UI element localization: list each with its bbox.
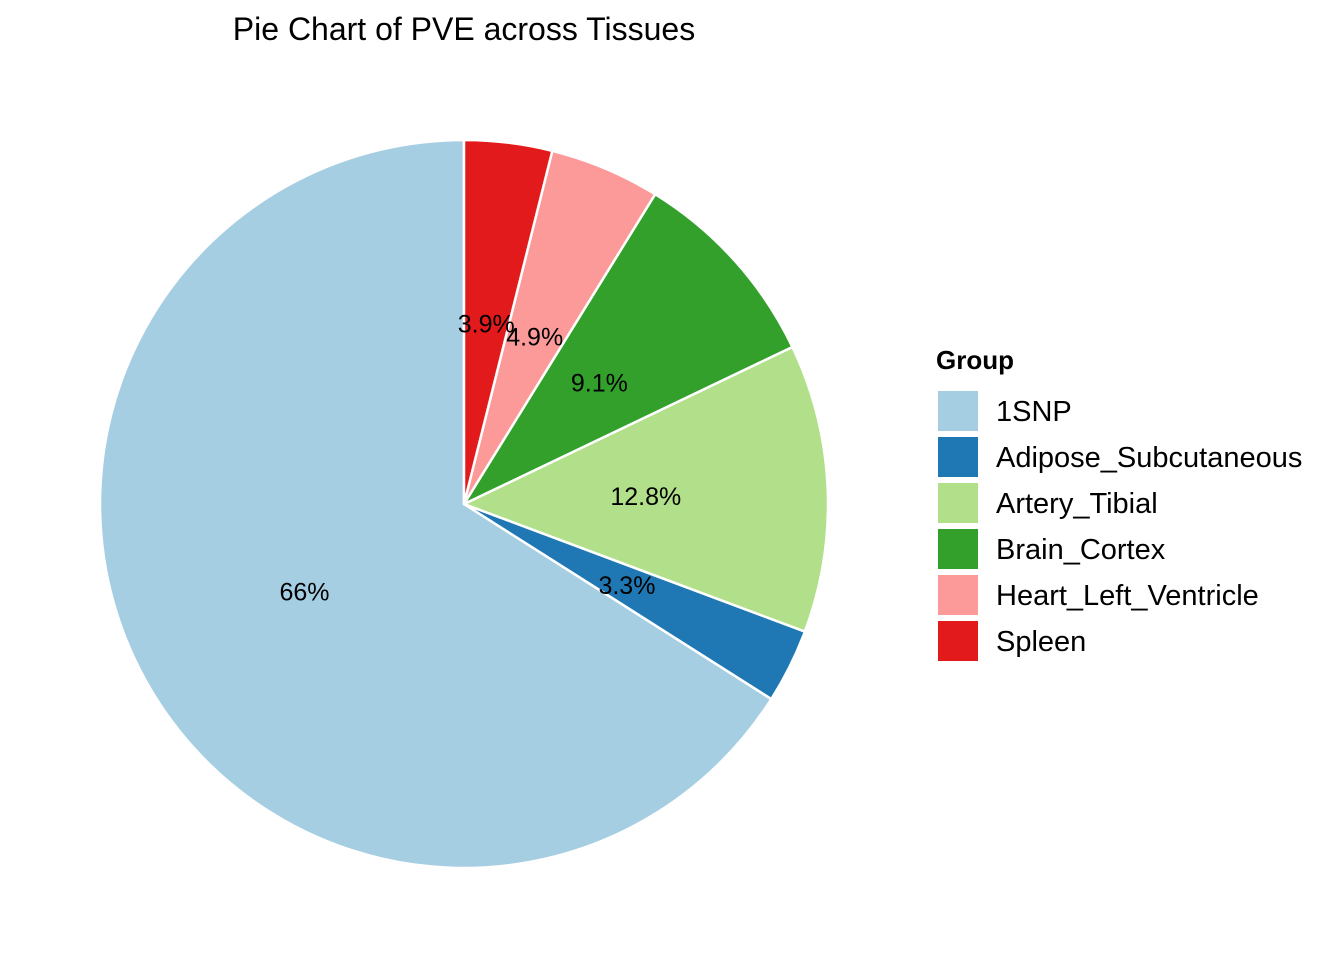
legend-key-artery-tibial (938, 483, 978, 523)
legend-title: Group (936, 345, 1014, 375)
chart-title: Pie Chart of PVE across Tissues (233, 11, 695, 47)
pie-slice-spleen (462, 138, 554, 506)
legend-label-1snp: 1SNP (996, 396, 1072, 428)
legend-label-artery-tibial: Artery_Tibial (996, 488, 1158, 520)
legend-label-spleen: Spleen (996, 626, 1086, 658)
slice-label-adipose-subcutaneous: 3.3% (598, 572, 655, 600)
slice-label-artery-tibial: 12.8% (610, 483, 681, 511)
slice-label-heart-left-ventricle: 4.9% (506, 323, 563, 351)
legend-key-spleen (938, 621, 978, 661)
legend-key-1snp (938, 391, 978, 431)
pie-slice-artery-tibial (462, 345, 830, 633)
legend: Group 1SNP Adipose_Subcutaneous Artery_Tib… (936, 345, 1302, 661)
legend-label-brain-cortex: Brain_Cortex (996, 534, 1166, 566)
pie-slice-1snp (98, 138, 773, 870)
slice-label-1snp: 66% (279, 579, 329, 607)
pie-slices (98, 138, 830, 870)
slice-label-brain-cortex: 9.1% (571, 369, 628, 397)
legend-key-heart-left-ventricle (938, 575, 978, 615)
legend-key-brain-cortex (938, 529, 978, 569)
legend-label-heart-left-ventricle: Heart_Left_Ventricle (996, 580, 1259, 612)
slice-label-spleen: 3.9% (458, 310, 515, 338)
legend-key-adipose-subcutaneous (938, 437, 978, 477)
legend-label-adipose-subcutaneous: Adipose_Subcutaneous (996, 442, 1302, 474)
pie-slice-brain-cortex (462, 192, 794, 506)
pie-slice-labels: 66% 3.3% 12.8% 9.1% 4.9%3.9% (279, 310, 681, 606)
